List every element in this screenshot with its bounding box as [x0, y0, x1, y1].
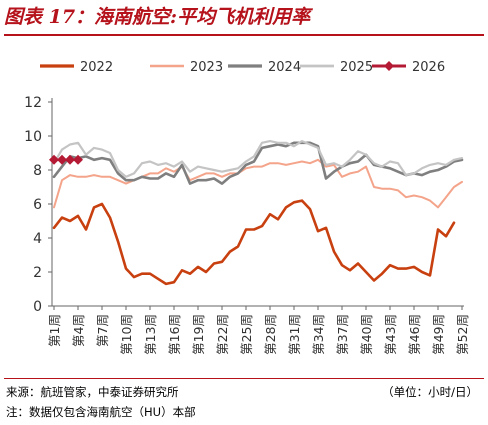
- x-tick-label: 第1周: [47, 314, 62, 347]
- x-tick-label: 第40周: [359, 314, 374, 355]
- legend-label-2025: 2025: [340, 60, 373, 75]
- note-text: 注：数据仅包含海南航空（HU）本部: [6, 405, 196, 419]
- source-text: 来源：航班管家，中泰证券研究所: [6, 385, 179, 399]
- series-marker-2026: [65, 154, 75, 165]
- x-tick-label: 第10周: [119, 314, 134, 355]
- legend-marker-2026: [384, 61, 394, 71]
- legend-label-2022: 2022: [80, 60, 113, 75]
- x-tick-label: 第19周: [191, 314, 206, 355]
- x-tick-label: 第7周: [95, 314, 110, 347]
- y-tick-label: 12: [24, 95, 42, 111]
- x-tick-label: 第25周: [239, 314, 254, 355]
- x-tick-label: 第37周: [335, 314, 350, 355]
- x-tick-label: 第13周: [143, 314, 158, 355]
- series-line-2024: [52, 141, 464, 185]
- chart-title: 图表 17：海南航空:平均飞机利用率: [4, 6, 311, 28]
- legend-label-2026: 2026: [412, 60, 445, 75]
- series-marker-2026: [57, 154, 67, 165]
- y-tick-label: 2: [33, 265, 42, 281]
- series-line-2022: [52, 199, 456, 286]
- y-tick-label: 4: [33, 231, 42, 247]
- y-tick-label: 8: [33, 163, 42, 179]
- legend-label-2023: 2023: [190, 60, 223, 75]
- y-tick-label: 6: [33, 197, 42, 213]
- title-rule: [4, 34, 484, 36]
- x-tick-label: 第34周: [311, 314, 326, 355]
- series-line-2025: [52, 140, 464, 178]
- x-tick-label: 第22周: [215, 314, 230, 355]
- x-tick-label: 第46周: [407, 314, 422, 355]
- series-marker-2026: [73, 154, 83, 165]
- footer-rule: [4, 378, 484, 379]
- series-line-2023: [53, 158, 463, 209]
- x-tick-label: 第52周: [455, 314, 470, 355]
- x-tick-label: 第49周: [431, 314, 446, 355]
- x-tick-label: 第16周: [167, 314, 182, 355]
- legend-label-2024: 2024: [268, 60, 301, 75]
- x-tick-label: 第43周: [383, 314, 398, 355]
- chart-area: 2022 2023 2024 2025 2026 0 2 4 6 8 10 12 第1周 第4周 第7周 第1…: [0, 36, 488, 376]
- unit-text: （单位：小时/日）: [382, 385, 478, 399]
- y-tick-label: 10: [24, 129, 42, 145]
- y-tick-label: 0: [33, 299, 42, 315]
- x-tick-label: 第4周: [71, 314, 86, 347]
- x-tick-label: 第31周: [287, 314, 302, 355]
- series-marker-2026: [49, 154, 59, 165]
- x-tick-label: 第28周: [263, 314, 278, 355]
